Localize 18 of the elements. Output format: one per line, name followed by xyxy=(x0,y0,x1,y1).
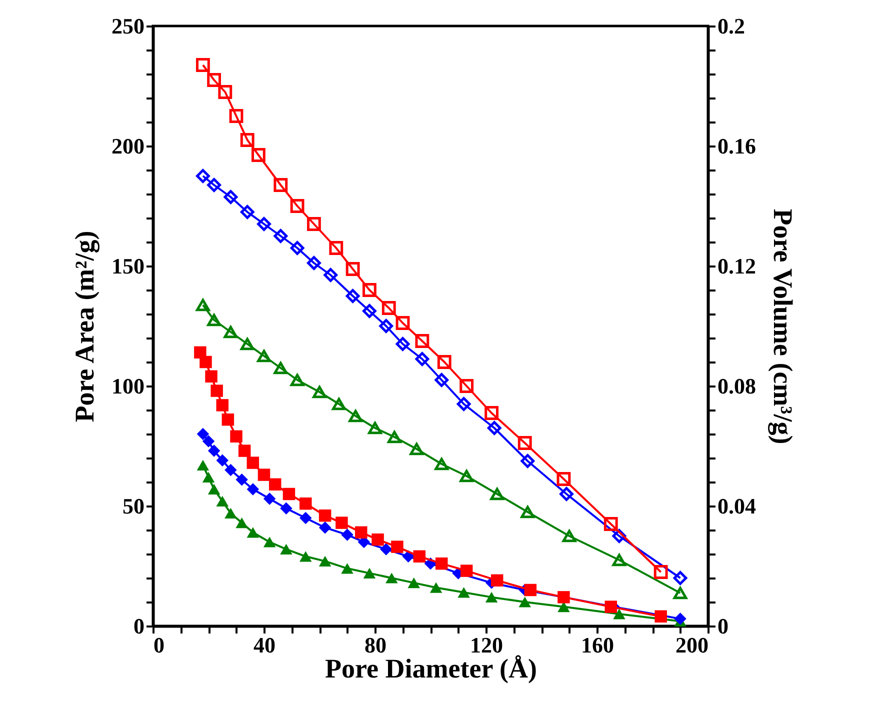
y-tick-label: 50 xyxy=(122,494,144,518)
y-axis-title: Pore Area (m²/g) xyxy=(70,230,100,422)
y2-tick-label: 0.2 xyxy=(718,14,745,38)
x-tick-label: 200 xyxy=(676,632,708,658)
x-tick-label: 40 xyxy=(254,632,276,658)
y-tick-label: 250 xyxy=(112,14,144,38)
y-tick-label: 100 xyxy=(112,374,144,398)
y2-tick-label: 0 xyxy=(718,614,728,638)
y2-tick-label: 0.08 xyxy=(718,374,756,398)
y2-tick-label: 0.16 xyxy=(718,134,756,158)
y-tick-label: 0 xyxy=(134,614,144,638)
x-tick-label: 160 xyxy=(581,632,614,658)
y-tick-label: 200 xyxy=(112,134,144,158)
y2-axis-title: Pore Volume (cm³/g) xyxy=(768,208,798,444)
y-tick-label: 150 xyxy=(112,254,144,278)
x-tick-label: 0 xyxy=(154,632,164,658)
y2-tick-label: 0.12 xyxy=(718,254,756,278)
y2-tick-label: 0.04 xyxy=(718,494,756,518)
